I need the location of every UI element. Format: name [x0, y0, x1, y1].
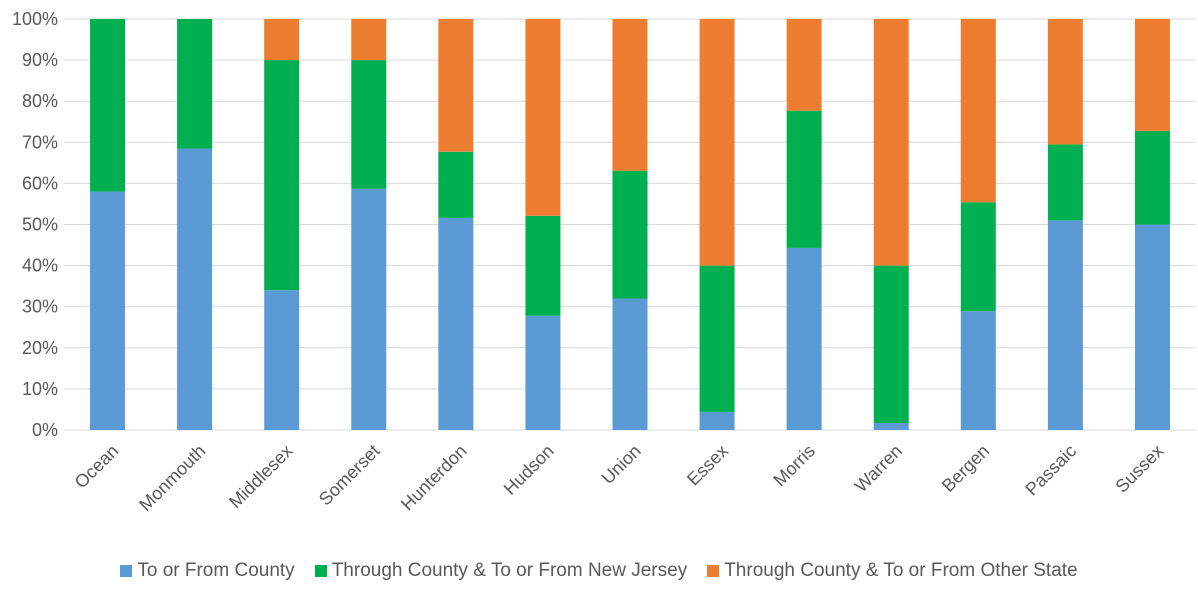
- bar-segment-morris-series-1: [786, 110, 822, 248]
- bar-segment-hudson-series-1: [525, 215, 561, 316]
- x-tick-label: Sussex: [1111, 441, 1167, 497]
- bar-segment-warren-series-1: [873, 265, 909, 424]
- y-tick-label: 70%: [22, 132, 58, 152]
- bar-segment-passaic-series-0: [1047, 220, 1083, 430]
- bar-segment-hudson-series-0: [525, 315, 561, 430]
- x-tick-label: Union: [597, 441, 644, 488]
- legend-label: To or From County: [137, 560, 295, 581]
- x-axis-ticks: Ocean Monmouth Middlesex Somerset Hunterdon H…: [71, 441, 1168, 515]
- bar-segment-sussex-series-0: [1134, 224, 1170, 430]
- bar-segment-essex-series-0: [699, 411, 735, 430]
- bar-segment-union-series-0: [612, 298, 648, 430]
- bar-segment-middlesex-series-0: [264, 290, 300, 430]
- x-tick-label: Morris: [769, 441, 818, 490]
- x-tick-label: Middlesex: [225, 441, 296, 512]
- bar-segment-hunterdon-series-1: [438, 151, 474, 218]
- legend-swatch-to-or-from-county: [120, 565, 133, 577]
- bar-segment-hunterdon-series-0: [438, 217, 474, 430]
- legend-swatch-through-county-other-state: [707, 565, 720, 577]
- x-tick-label: Essex: [683, 441, 732, 490]
- y-tick-label: 50%: [22, 215, 58, 235]
- bar-segment-union-series-1: [612, 170, 648, 299]
- bar-segment-bergen-series-2: [960, 19, 996, 203]
- y-tick-label: 90%: [22, 50, 58, 70]
- bar-segment-passaic-series-1: [1047, 144, 1083, 221]
- bar-segment-middlesex-series-2: [264, 19, 300, 61]
- bar-segment-sussex-series-1: [1134, 130, 1170, 225]
- legend-item-to-or-from-county: To or From County: [120, 560, 295, 582]
- y-tick-label: 10%: [22, 379, 58, 399]
- x-tick-label: Monmouth: [135, 441, 209, 515]
- bar-segment-ocean-series-0: [90, 191, 126, 430]
- x-tick-label: Passaic: [1022, 441, 1081, 500]
- y-axis-ticks: 0% 10% 20% 30% 40% 50% 60% 70% 80% 90% 100%: [12, 9, 58, 440]
- bar-segment-somerset-series-1: [351, 60, 387, 189]
- legend-label: Through County & To or From Other State: [724, 560, 1078, 581]
- bar-segment-somerset-series-0: [351, 188, 387, 430]
- x-tick-label: Hunterdon: [397, 441, 471, 515]
- bar-segment-sussex-series-2: [1134, 19, 1170, 131]
- bar-segment-morris-series-2: [786, 19, 822, 111]
- legend: To or From County Through County & To or…: [0, 560, 1198, 582]
- bar-segment-monmouth-series-0: [177, 148, 213, 430]
- bar-segment-morris-series-0: [786, 247, 822, 430]
- y-tick-label: 30%: [22, 297, 58, 317]
- bars: [90, 19, 1170, 430]
- y-tick-label: 60%: [22, 173, 58, 193]
- bar-segment-hudson-series-2: [525, 19, 561, 216]
- bar-segment-warren-series-2: [873, 19, 909, 266]
- bar-segment-essex-series-2: [699, 19, 735, 266]
- bar-segment-passaic-series-2: [1047, 19, 1083, 145]
- bar-segment-essex-series-1: [699, 265, 735, 412]
- legend-swatch-through-county-new-jersey: [314, 565, 327, 577]
- x-tick-label: Bergen: [938, 441, 993, 496]
- bar-segment-union-series-2: [612, 19, 648, 171]
- x-tick-label: Warren: [851, 441, 906, 496]
- bar-segment-middlesex-series-1: [264, 60, 300, 291]
- bar-segment-somerset-series-2: [351, 19, 387, 61]
- x-tick-label: Hudson: [500, 441, 558, 499]
- y-tick-label: 100%: [12, 9, 58, 29]
- legend-item-through-county-other-state: Through County & To or From Other State: [707, 560, 1078, 582]
- stacked-bar-chart: 0%10%20%30%40%50%60%70%80%90%100% Ocean M…: [12, 9, 1196, 515]
- y-tick-label: 20%: [22, 338, 58, 358]
- bar-segment-monmouth-series-1: [177, 19, 213, 149]
- bar-segment-bergen-series-0: [960, 311, 996, 430]
- x-tick-label: Somerset: [315, 441, 384, 510]
- y-tick-label: 40%: [22, 256, 58, 276]
- x-tick-label: Ocean: [71, 441, 123, 493]
- y-tick-label: 80%: [22, 91, 58, 111]
- bar-segment-warren-series-0: [873, 423, 909, 430]
- y-tick-label: 0%: [32, 420, 58, 440]
- bar-segment-bergen-series-1: [960, 202, 996, 312]
- bar-segment-ocean-series-1: [90, 19, 126, 192]
- bar-segment-hunterdon-series-2: [438, 19, 474, 152]
- legend-item-through-county-new-jersey: Through County & To or From New Jersey: [314, 560, 688, 582]
- legend-label: Through County & To or From New Jersey: [331, 560, 688, 581]
